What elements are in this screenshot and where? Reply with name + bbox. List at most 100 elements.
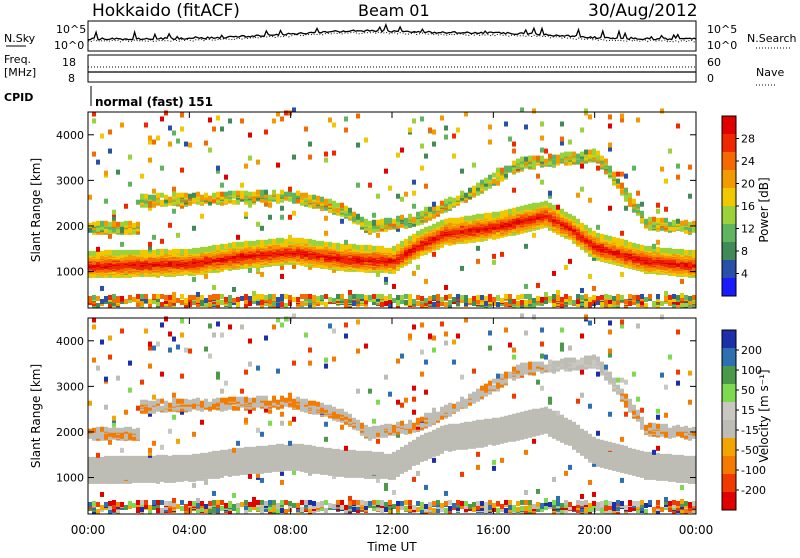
power-cell [444, 126, 448, 131]
power-cell [324, 152, 328, 157]
power-cell [596, 151, 600, 156]
power-cell [608, 114, 612, 119]
power-cell [208, 148, 212, 153]
freq-strip: Freq. [MHz] 18 8 60 0 Nave [4, 53, 784, 85]
power-cell [176, 139, 180, 144]
power-cell [672, 220, 676, 225]
power-cell [616, 294, 620, 299]
power-cell [116, 296, 120, 301]
power-cell [456, 294, 460, 299]
power-cell [644, 297, 648, 302]
power-cell [640, 245, 644, 250]
power-cell [596, 166, 600, 171]
power-cell [680, 221, 684, 226]
power-cell [524, 294, 528, 299]
power-cell [640, 294, 644, 299]
power-cell [168, 126, 172, 131]
power-cell [424, 227, 428, 232]
power-cell [312, 195, 316, 200]
power-cell [128, 155, 132, 160]
power-cell [264, 240, 268, 245]
power-cell [660, 301, 664, 306]
power-cell [268, 195, 272, 200]
power-cell [536, 203, 540, 208]
power-cell [188, 295, 192, 300]
power-cell [652, 217, 656, 222]
power-cell [220, 294, 224, 299]
power-cell [172, 192, 176, 197]
power-cell [340, 244, 344, 249]
power-cell [252, 296, 256, 301]
power-cell [352, 244, 356, 249]
power-cell [512, 299, 516, 304]
power-cell [376, 294, 380, 299]
power-cell [144, 194, 148, 199]
power-cell [492, 179, 496, 184]
power-cell [128, 182, 132, 187]
power-cell [580, 187, 584, 192]
nave-label: Nave [756, 66, 784, 79]
power-cell [468, 216, 472, 221]
power-cell [672, 249, 676, 254]
power-cell [572, 300, 576, 305]
power-cell [588, 297, 592, 302]
power-cell [216, 166, 220, 171]
power-cell [304, 193, 308, 198]
power-cell [196, 192, 200, 197]
power-cell [260, 190, 264, 195]
power-cell [224, 192, 228, 197]
power-cell [396, 153, 400, 158]
power-cell [452, 297, 456, 302]
power-cell [216, 115, 220, 120]
power-cell [136, 222, 140, 227]
power-cell [368, 295, 372, 300]
power-cell [348, 295, 352, 300]
power-cell [652, 244, 656, 249]
power-cell [560, 209, 564, 214]
power-cell [604, 294, 608, 299]
power-cell [536, 174, 540, 179]
cpid-strip: CPID normal (fast) 151 [4, 86, 213, 109]
power-cell [384, 218, 388, 223]
power-cell [496, 212, 500, 217]
power-cell [336, 203, 340, 208]
power-cell [496, 168, 500, 173]
power-cell [112, 221, 116, 226]
power-cell [360, 245, 364, 250]
power-cell [156, 249, 160, 254]
power-cell [324, 216, 328, 221]
date-title: 30/Aug/2012 [588, 1, 698, 21]
power-cell [108, 130, 112, 135]
power-cell [120, 296, 124, 301]
power-cell [168, 250, 172, 255]
power-cell [164, 110, 168, 115]
power-cell [400, 148, 404, 153]
power-cell [532, 156, 536, 161]
power-cell [444, 199, 448, 204]
cpid-label: CPID [4, 91, 33, 104]
power-cell [632, 295, 636, 300]
power-cell [164, 249, 168, 254]
power-cell [612, 296, 616, 301]
power-cell [620, 183, 624, 188]
power-cell [260, 240, 264, 245]
nsky-tick-bottom-right: 10^0 [707, 39, 737, 52]
power-cell [636, 295, 640, 300]
power-cell [272, 190, 276, 195]
power-cell [224, 199, 228, 204]
power-cell [168, 142, 172, 147]
power-cell [420, 296, 424, 301]
power-cell [232, 298, 236, 303]
power-cell [540, 148, 544, 153]
power-cell [100, 299, 104, 304]
power-cell [368, 245, 372, 250]
power-cell [316, 296, 320, 301]
power-cell [516, 159, 520, 164]
power-cell [584, 294, 588, 299]
power-cell [276, 163, 280, 168]
power-cell [532, 203, 536, 208]
power-cell [664, 248, 668, 253]
power-cell [472, 215, 476, 220]
